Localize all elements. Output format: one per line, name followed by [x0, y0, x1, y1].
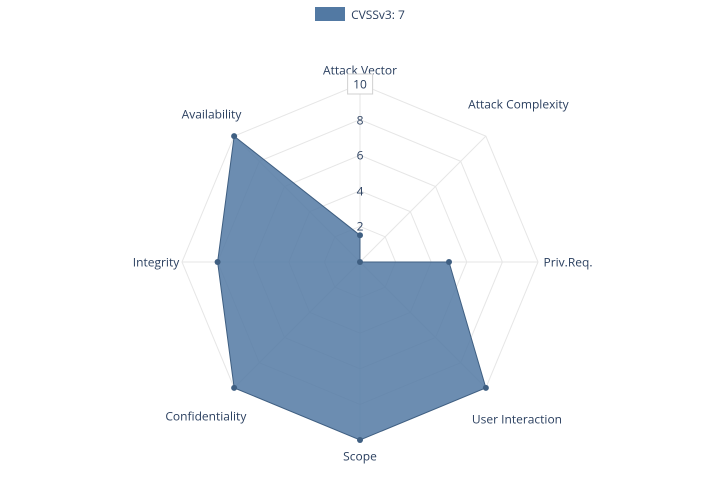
axis-label: User Interaction — [472, 410, 562, 427]
r-tick: 4 — [357, 182, 364, 199]
axis-label: Availability — [182, 105, 242, 122]
r-tick: 2 — [357, 218, 364, 235]
axis-label: Confidentiality — [165, 408, 246, 425]
axis-label: Attack Complexity — [468, 95, 569, 112]
axis-label: Scope — [343, 448, 377, 465]
r-tick: 10 — [347, 74, 373, 95]
r-tick: 6 — [357, 147, 364, 164]
r-tick: 8 — [357, 111, 364, 128]
axis-label: Priv.Req. — [544, 254, 593, 271]
axis-label: Integrity — [133, 254, 179, 271]
